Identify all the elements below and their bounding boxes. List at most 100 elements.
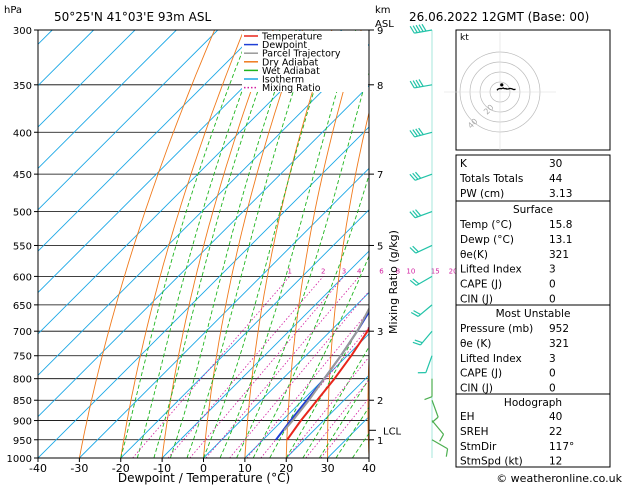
isotherm-line (38, 30, 343, 335)
skewt-plot-area (38, 30, 369, 458)
wet-adiabat-line (186, 30, 315, 458)
pressure-tick-label: 500 (13, 208, 32, 219)
dry-adiabat-line (78, 30, 216, 458)
mixing-ratio-label: 1 (287, 267, 291, 275)
mixing-ratio-line (229, 290, 369, 458)
mixing-ratio-label: 10 (406, 267, 415, 275)
asl-unit-label: ASL (375, 19, 394, 30)
dry-adiabat-line (120, 30, 245, 458)
km-tick-label: 5 (377, 241, 383, 252)
isotherm-line (38, 30, 177, 170)
legend-label: Isotherm (262, 75, 304, 86)
isotherm-line (38, 30, 136, 128)
table-row-label: Temp (°C) (459, 219, 512, 231)
lcl-label: LCL (383, 426, 402, 437)
x-axis-title: Dewpoint / Temperature (°C) (118, 471, 290, 485)
pressure-tick-label: 450 (13, 170, 32, 181)
mixing-ratio-line (189, 276, 345, 458)
isotherm-line (161, 250, 369, 458)
legend-label: Temperature (261, 32, 322, 43)
wet-adiabat-line (236, 68, 369, 458)
table-row-value: 13.1 (549, 234, 572, 246)
table-row-label: SREH (460, 426, 489, 438)
series-parcel-trajectory (283, 306, 369, 431)
wet-adiabat-line (285, 307, 369, 458)
mixing-ratio-label: 15 (431, 267, 440, 275)
table-row-value: 30 (549, 158, 562, 170)
pressure-tick-label: 650 (13, 301, 32, 312)
copyright-text: © weatheronline.co.uk (496, 472, 622, 485)
pressure-tick-label: 400 (13, 128, 32, 139)
pressure-tick-label: 700 (13, 327, 32, 338)
wet-adiabat-line (269, 254, 369, 458)
series-temperature (286, 326, 369, 441)
wind-barb (409, 171, 433, 181)
temperature-tick-label: 30 (321, 462, 335, 475)
table-row-label: Lifted Index (460, 264, 522, 276)
hodograph-frame (455, 29, 611, 151)
isotherm-line (38, 43, 369, 376)
temperature-tick-label: -10 (153, 462, 171, 475)
isotherm-line (244, 333, 369, 458)
wet-adiabat-line (153, 30, 281, 458)
table-row-value: 321 (549, 338, 569, 350)
wind-barb (431, 420, 445, 442)
table-box (455, 393, 611, 468)
hpa-unit-label: hPa (4, 5, 22, 16)
km-tick-label: 9 (377, 26, 383, 37)
wet-adiabat-line (120, 30, 252, 458)
wind-barb (409, 275, 433, 286)
table-row-value: 44 (549, 173, 563, 185)
table-row-label: θe(K) (460, 249, 488, 261)
km-unit-label: km (375, 5, 391, 16)
table-row-value: 952 (549, 323, 569, 335)
wind-barb (410, 304, 433, 317)
table-row-value: 0 (549, 279, 556, 291)
table-row-label: Lifted Index (460, 353, 522, 365)
wet-adiabat-line (203, 30, 335, 458)
table-row-label: PW (cm) (460, 188, 504, 200)
table-title: Most Unstable (496, 308, 571, 320)
wet-adiabat-line (219, 30, 357, 458)
table-row-label: CAPE (J) (460, 368, 502, 380)
table-row-label: Pressure (mb) (460, 323, 533, 335)
table-row-value: 0 (549, 294, 556, 306)
isobar-lines (38, 30, 369, 458)
pressure-tick-label: 950 (13, 436, 32, 447)
table-row-value: 0 (549, 383, 556, 395)
pressure-tick-label: 600 (13, 272, 32, 283)
isotherm-line (79, 167, 369, 458)
table-row-value: 40 (549, 411, 562, 423)
wet-adiabat-line (252, 173, 369, 458)
mixing-ratio-label: 2 (321, 267, 325, 275)
wet-adiabat-line (136, 30, 266, 458)
km-tick-label: 3 (377, 327, 383, 338)
hodograph-curve (496, 87, 516, 91)
km-tick-label: 8 (377, 81, 383, 92)
legend-background (242, 31, 368, 92)
mixing-ratio-line (246, 310, 369, 458)
mixing-ratio-line (286, 356, 369, 458)
mixing-ratio-line (132, 276, 291, 458)
temperature-tick-label: 20 (279, 462, 293, 475)
hodograph-unit-label: kt (460, 33, 469, 43)
wind-barb (409, 23, 433, 34)
pressure-tick-label: 1000 (7, 454, 32, 465)
temperature-tick-label: -30 (70, 462, 88, 475)
wind-barb (409, 209, 433, 219)
table-row-label: CIN (J) (460, 383, 493, 395)
table-row-label: K (460, 158, 468, 170)
table-row-value: 3.13 (549, 188, 572, 200)
table-row-label: Totals Totals (459, 173, 523, 185)
pressure-axis: 300 350 400 450 500 550 600 650 700 750 800 850 900 9… (7, 26, 38, 465)
table-row-label: CIN (J) (460, 294, 493, 306)
wind-barb (412, 330, 433, 346)
wet-adiabat-line (335, 406, 369, 458)
isotherm-line (285, 374, 369, 458)
legend-label: Parcel Trajectory (262, 49, 341, 60)
isotherm-line (38, 84, 369, 418)
km-tick-label: 2 (377, 396, 383, 407)
mixing-ratio-axis-title: Mixing Ratio (g/kg) (387, 230, 400, 334)
